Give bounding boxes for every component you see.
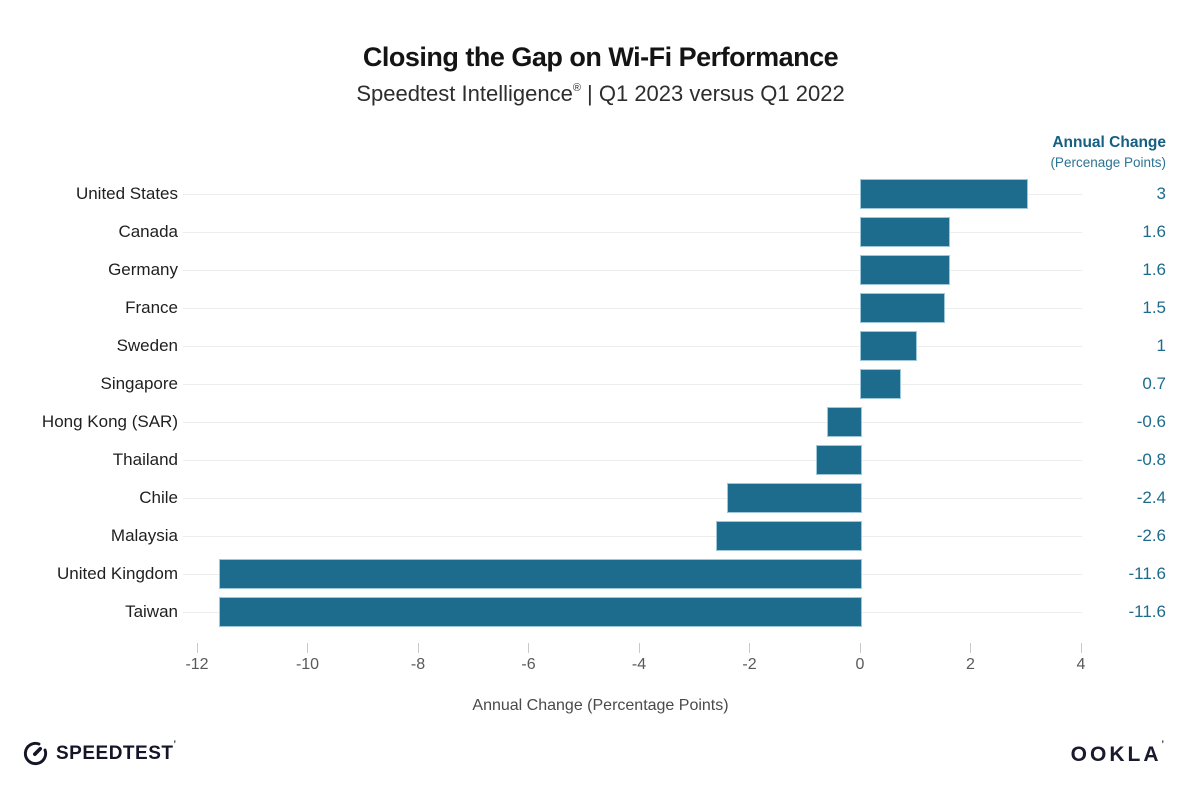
x-axis-tick-label: 2 xyxy=(966,656,975,673)
value-label: 1 xyxy=(1156,336,1166,355)
registered-mark: ® xyxy=(572,82,581,94)
bar xyxy=(716,521,862,551)
subtitle-brand: Speedtest Intelligence xyxy=(356,81,573,106)
category-label: United Kingdom xyxy=(57,564,178,583)
x-axis-tick-label: -4 xyxy=(631,656,647,673)
x-axis-label: Annual Change (Percentage Points) xyxy=(472,697,729,714)
bar xyxy=(727,483,862,513)
speedtest-wordmark: SPEEDTEST’ xyxy=(56,738,177,764)
category-label: Germany xyxy=(108,260,178,279)
value-label: 3 xyxy=(1156,184,1166,203)
value-label: 0.7 xyxy=(1142,374,1166,393)
category-gridline xyxy=(183,536,1082,537)
category-label: Canada xyxy=(118,222,178,241)
category-label: United States xyxy=(75,184,178,203)
x-axis-tick xyxy=(638,643,640,653)
ookla-trademark-icon: ’ xyxy=(1161,739,1167,749)
ookla-wordmark: OOKLA’ xyxy=(1070,739,1167,766)
bar xyxy=(219,559,862,589)
x-axis-tick xyxy=(859,643,861,653)
x-axis-tick xyxy=(196,643,198,653)
bar xyxy=(860,255,951,285)
category-gridline xyxy=(183,232,1082,233)
category-gridline xyxy=(183,422,1082,423)
chart-title: Closing the Gap on Wi-Fi Performance xyxy=(362,42,839,72)
value-label: 1.6 xyxy=(1142,222,1166,241)
speedtest-gauge-icon xyxy=(23,741,48,766)
x-axis-tick xyxy=(417,643,419,653)
bar xyxy=(826,407,862,437)
x-axis-tick-label: -12 xyxy=(185,656,209,673)
x-axis-tick-label: -2 xyxy=(742,656,757,673)
x-axis-tick xyxy=(1080,643,1082,653)
bar xyxy=(860,179,1028,209)
value-label: -11.6 xyxy=(1128,602,1167,621)
category-label: Chile xyxy=(139,488,178,507)
value-label: -0.8 xyxy=(1136,450,1166,469)
subtitle-period: | Q1 2023 versus Q1 2022 xyxy=(580,81,845,106)
bar xyxy=(860,217,951,247)
category-gridline xyxy=(183,498,1082,499)
bar xyxy=(219,597,862,627)
category-gridline xyxy=(183,194,1082,195)
bar xyxy=(860,331,918,361)
x-axis-tick xyxy=(749,643,750,653)
chart-subtitle: Speedtest Intelligence® | Q1 2023 versus… xyxy=(0,81,1201,107)
category-label: France xyxy=(125,298,178,317)
value-label: 1.6 xyxy=(1142,260,1166,279)
value-label: 1.5 xyxy=(1142,298,1166,317)
x-axis-tick-label: 4 xyxy=(1076,656,1086,673)
x-axis-tick xyxy=(970,643,971,653)
x-axis-tick-label: -6 xyxy=(521,656,536,673)
value-label: -2.4 xyxy=(1136,488,1166,507)
bar xyxy=(815,445,862,475)
category-label: Singapore xyxy=(100,374,178,393)
x-axis-tick-label: -8 xyxy=(410,656,426,673)
category-gridline xyxy=(183,384,1082,385)
value-label: -0.6 xyxy=(1136,412,1166,431)
x-axis-tick xyxy=(528,643,529,653)
category-label: Taiwan xyxy=(125,602,178,621)
bar xyxy=(860,293,945,323)
x-axis-tick xyxy=(307,643,308,653)
category-label: Malaysia xyxy=(110,526,178,545)
value-label: -2.6 xyxy=(1136,526,1166,545)
category-gridline xyxy=(183,346,1082,347)
speedtest-trademark-icon: ’ xyxy=(173,738,177,749)
bar xyxy=(860,369,901,399)
category-label: Hong Kong (SAR) xyxy=(41,412,178,431)
value-column-header: Annual Change (Percenage Points) xyxy=(1050,134,1166,170)
x-axis-tick-label: -10 xyxy=(295,656,320,673)
value-header-subtitle: (Percenage Points) xyxy=(1050,155,1166,170)
category-gridline xyxy=(183,460,1082,461)
category-gridline xyxy=(183,308,1082,309)
value-header-title: Annual Change xyxy=(1052,134,1166,151)
x-axis-tick-label: 0 xyxy=(855,656,865,673)
category-label: Thailand xyxy=(112,450,178,469)
value-label: -11.6 xyxy=(1128,564,1167,583)
speedtest-logo: SPEEDTEST’ xyxy=(22,738,177,767)
category-gridline xyxy=(183,270,1082,271)
category-label: Sweden xyxy=(116,336,178,355)
